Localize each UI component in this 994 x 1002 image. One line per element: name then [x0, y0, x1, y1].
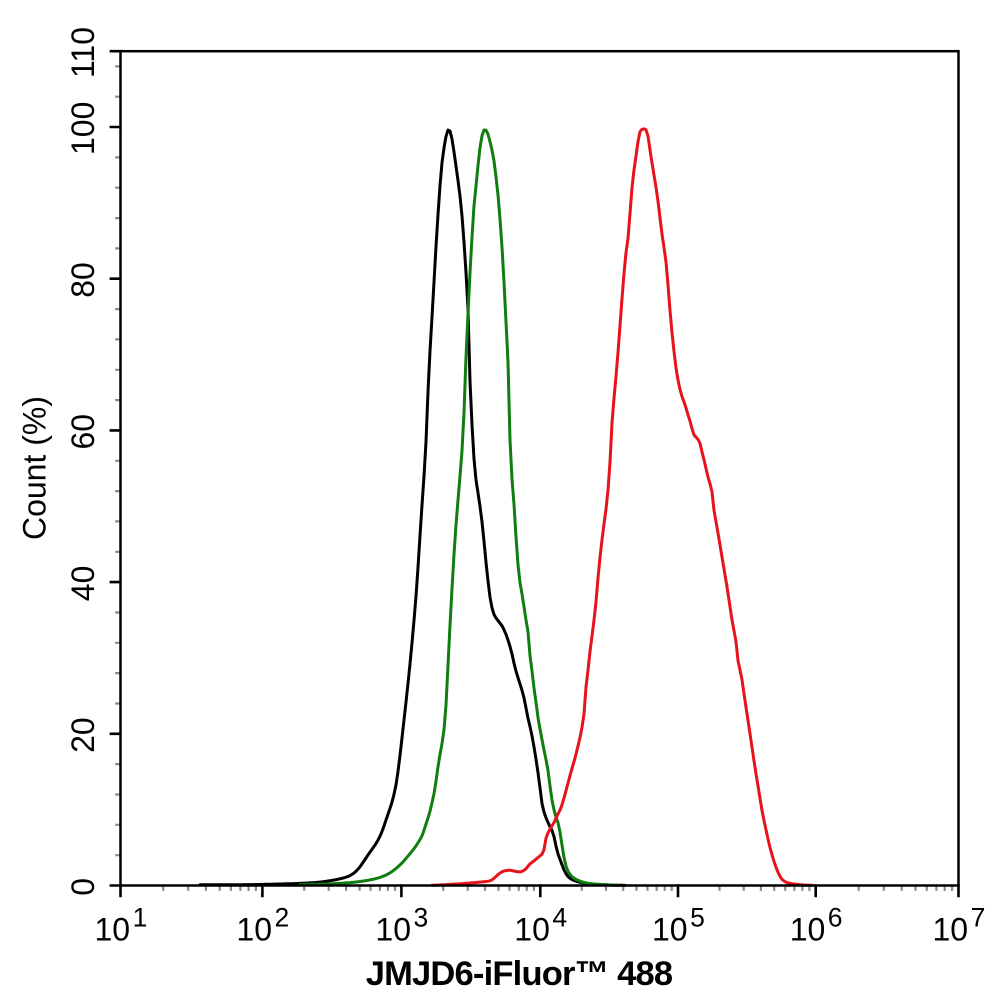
svg-text:40: 40: [65, 566, 101, 602]
svg-text:20: 20: [65, 717, 101, 753]
svg-text:0: 0: [65, 878, 101, 896]
svg-text:110: 110: [65, 27, 101, 78]
svg-text:JMJD6-iFluor™ 488: JMJD6-iFluor™ 488: [366, 955, 673, 993]
svg-text:80: 80: [65, 262, 101, 298]
svg-text:60: 60: [65, 414, 101, 450]
svg-text:Count (%): Count (%): [17, 396, 53, 540]
svg-text:100: 100: [65, 102, 101, 155]
